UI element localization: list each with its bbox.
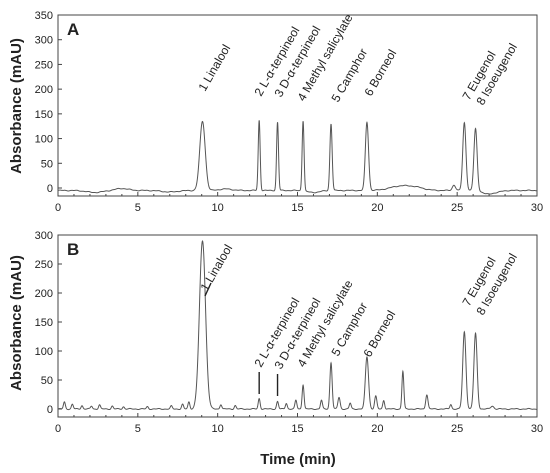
x-tick-label: 30 bbox=[531, 202, 543, 214]
y-tick-label: 300 bbox=[35, 35, 53, 47]
chromatogram-trace bbox=[57, 240, 538, 411]
y-tick-label: 250 bbox=[35, 259, 53, 271]
x-axis-title: Time (min) bbox=[260, 451, 336, 468]
x-tick-label: 20 bbox=[371, 202, 383, 214]
y-tick-label: 250 bbox=[35, 59, 53, 71]
y-axis-title-a: Absorbance (mAU) bbox=[8, 38, 25, 174]
y-axis-title-b: Absorbance (mAU) bbox=[8, 255, 25, 391]
chromatogram-trace bbox=[57, 120, 538, 195]
x-tick-label: 25 bbox=[451, 423, 463, 435]
x-tick-label: 0 bbox=[55, 202, 61, 214]
x-tick-label: 15 bbox=[291, 202, 303, 214]
y-tick-label: 350 bbox=[35, 10, 53, 22]
y-tick-label: 200 bbox=[35, 84, 53, 96]
panel-label: B bbox=[67, 240, 79, 259]
peak-label-6: 6 Borneol bbox=[360, 308, 398, 359]
y-tick-label: 50 bbox=[41, 375, 53, 387]
x-tick-label: 0 bbox=[55, 423, 61, 435]
y-tick-label: 150 bbox=[35, 109, 53, 121]
y-tick-label: 100 bbox=[35, 134, 53, 146]
y-tick-label: 200 bbox=[35, 288, 53, 300]
peak-label-5: 5 Camphor bbox=[328, 46, 370, 104]
peak-leader-1 bbox=[204, 282, 212, 297]
x-tick-label: 5 bbox=[135, 423, 141, 435]
y-tick-label: 0 bbox=[47, 183, 53, 195]
plot-frame bbox=[57, 14, 538, 197]
x-tick-label: 15 bbox=[291, 423, 303, 435]
x-tick-label: 30 bbox=[531, 423, 543, 435]
y-tick-label: 0 bbox=[47, 404, 53, 416]
x-tick-label: 10 bbox=[212, 423, 224, 435]
y-tick-label: 100 bbox=[35, 346, 53, 358]
y-tick-label: 50 bbox=[41, 158, 53, 170]
y-tick-label: 150 bbox=[35, 317, 53, 329]
panel-a: A 0 50 100 150 200 250 300 350 0 5 10 15 20 25 30 1 Lina… bbox=[35, 10, 543, 214]
x-tick-label: 10 bbox=[212, 202, 224, 214]
x-tick-label: 20 bbox=[371, 423, 383, 435]
y-tick-label: 300 bbox=[35, 230, 53, 242]
x-tick-label: 5 bbox=[135, 202, 141, 214]
peak-label-1: 1 Linalool bbox=[195, 42, 233, 93]
x-tick-label: 25 bbox=[451, 202, 463, 214]
panel-label: A bbox=[67, 20, 79, 39]
